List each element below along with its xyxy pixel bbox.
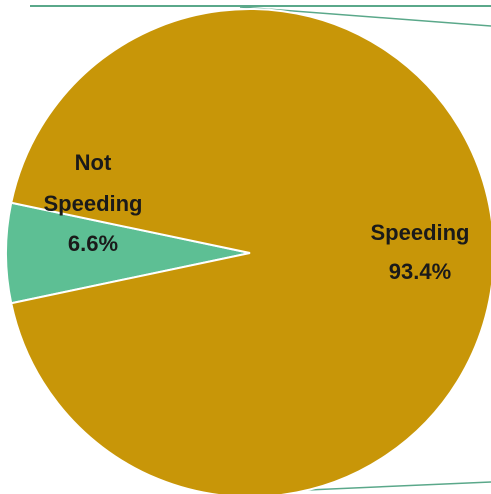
slice-label-speeding-line-1: Speeding bbox=[370, 220, 469, 245]
slice-label-speeding: Speeding 93.4% bbox=[370, 220, 469, 284]
slice-value-speeding: 93.4% bbox=[389, 259, 451, 284]
slice-value-not-speeding: 6.6% bbox=[68, 231, 118, 256]
pie-slice-speeding bbox=[10, 8, 491, 494]
slice-label-not-speeding-line-2: Speeding bbox=[43, 191, 142, 216]
slice-label-not-speeding: Not Speeding 6.6% bbox=[43, 150, 142, 256]
pie-slices bbox=[5, 8, 491, 494]
slice-label-not-speeding-line-1: Not bbox=[75, 150, 112, 175]
